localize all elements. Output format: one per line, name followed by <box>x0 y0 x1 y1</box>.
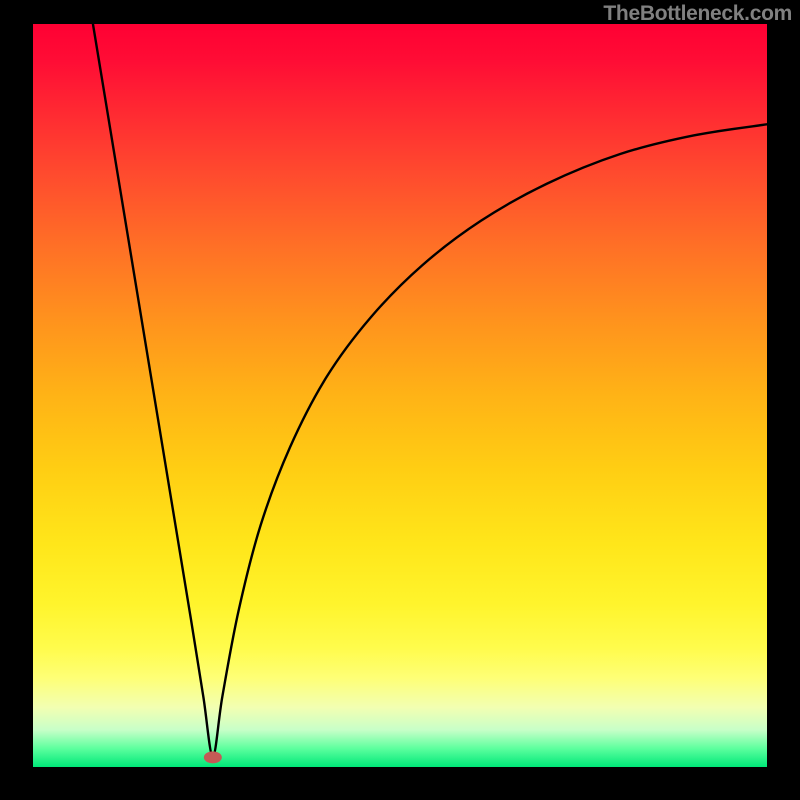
chart-container: TheBottleneck.com <box>0 0 800 800</box>
watermark-text: TheBottleneck.com <box>603 2 792 26</box>
plot-gradient-background <box>33 24 767 767</box>
optimal-point-marker <box>204 751 222 763</box>
bottleneck-chart <box>0 0 800 800</box>
